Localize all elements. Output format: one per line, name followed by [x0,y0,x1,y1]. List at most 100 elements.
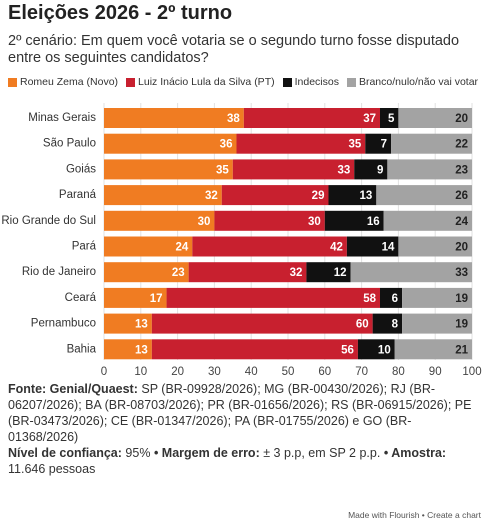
data-label: 20 [455,113,468,125]
data-label: 60 [356,319,369,331]
bar-segment [104,339,152,360]
bar-segment [346,236,399,257]
legend-swatch [282,77,292,87]
legend-swatch [346,77,356,87]
bar-segment [151,313,373,334]
data-label: 22 [455,139,468,151]
legend: Romeu Zema (Novo) Luiz Inácio Lula da Sil… [8,76,478,88]
legend-swatch [8,77,17,87]
y-tick-label: Rio Grande do Sul [1,215,96,227]
data-label: 14 [382,242,395,254]
x-tick-label: 40 [245,366,258,378]
bar-segment [104,287,167,308]
y-tick-label: Bahia [67,343,97,355]
bar-segment [402,313,472,334]
bar-segment [372,313,403,334]
credit[interactable]: Made with Flourish • Create a chart [348,510,481,520]
data-label: 19 [455,319,468,331]
data-label: 32 [205,190,218,202]
bar-segment [104,108,244,128]
bar-segment [402,287,472,308]
bar-segment [104,210,215,231]
data-label: 26 [455,190,468,202]
x-tick-label: 30 [208,366,221,378]
data-label: 5 [388,113,395,125]
x-tick-label: 100 [462,366,481,378]
bar-segment [398,236,472,257]
legend-swatch [126,77,136,87]
legend-item: Branco/nulo/não vai votar [346,76,479,88]
footer: Fonte: Genial/Quaest: SP (BR-09928/2026)… [8,381,480,477]
bar-segment [357,339,395,360]
x-tick-label: 60 [318,366,331,378]
bar-segment [328,185,377,206]
data-label: 56 [341,344,354,356]
bar-segment [104,236,193,257]
data-label: 13 [135,319,148,331]
legend-label: Branco/nulo/não vai votar [358,76,479,88]
bar-segment [380,108,399,128]
data-label: 8 [392,319,399,331]
bar-segment [383,210,472,231]
bar-segment [221,185,329,206]
data-label: 29 [312,190,325,202]
data-label: 33 [455,267,468,279]
source-label: Fonte: Genial/Quaest: [8,382,138,396]
data-label: 30 [308,216,321,228]
data-label: 16 [367,216,380,228]
x-tick-label: 0 [101,366,107,378]
source-text: SP (BR-09928/2026); MG (BR-00430/2026); … [8,382,472,444]
data-label: 33 [337,164,350,176]
x-tick-label: 70 [355,366,368,378]
x-tick-label: 90 [429,366,442,378]
bar-segment [394,339,472,360]
chart-subtitle: 2º cenário: Em quem você votaria se o se… [8,33,460,66]
data-label: 19 [455,293,468,305]
bar-segment [151,339,358,360]
bar-segment [398,108,472,128]
x-tick-label: 50 [282,366,295,378]
y-tick-label: Paraná [59,189,97,201]
y-tick-label: Minas Gerais [28,112,96,124]
margin-label: • Margem de erro: [153,446,260,460]
bar-segment [104,185,222,206]
bar-segment [232,159,355,180]
data-label: 23 [172,267,185,279]
data-label: 7 [381,139,387,151]
bar-segment [214,210,325,231]
y-tick-label: São Paulo [43,138,96,150]
data-label: 23 [455,164,468,176]
legend-label: Indecisos [294,76,339,88]
bar-segment [380,287,403,308]
bar-segment [306,262,351,283]
bar-segment [166,287,380,308]
y-tick-label: Ceará [65,292,97,304]
legend-item: Indecisos [282,76,339,88]
data-label: 12 [334,267,347,279]
y-tick-label: Goiás [66,163,96,175]
data-label: 58 [363,293,376,305]
data-label: 20 [455,242,468,254]
data-label: 13 [135,344,148,356]
data-label: 42 [330,242,343,254]
legend-label: Romeu Zema (Novo) [20,76,119,88]
bar-segment [104,262,189,283]
chart-title: Eleições 2026 - 2º turno [8,2,233,24]
x-tick-label: 10 [134,366,147,378]
confidence-value: 95% [125,446,151,460]
y-tick-label: Rio de Janeiro [22,266,96,278]
data-label: 17 [150,293,163,305]
data-label: 38 [227,113,240,125]
data-label: 24 [455,216,468,228]
bar-segment [243,108,380,128]
sample-label: • Amostra: [383,446,447,460]
data-label: 24 [176,242,189,254]
margin-value: ± 3 p.p, em SP 2 p.p. [263,446,381,460]
data-label: 35 [216,164,229,176]
bar-segment [354,159,388,180]
y-tick-label: Pernambuco [31,318,96,330]
bar-segment [324,210,384,231]
bar-segment [387,159,472,180]
y-tick-label: Pará [72,241,97,253]
